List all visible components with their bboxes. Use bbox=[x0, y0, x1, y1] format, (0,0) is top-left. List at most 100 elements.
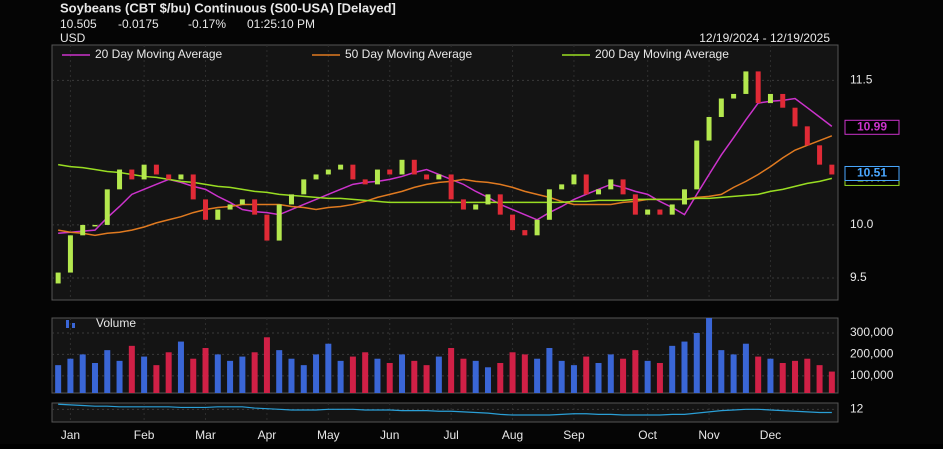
volume-bar bbox=[411, 360, 418, 393]
volume-bar bbox=[669, 345, 676, 393]
change: -0.0175 bbox=[118, 17, 159, 31]
volume-bar bbox=[583, 356, 590, 393]
candle bbox=[374, 169, 380, 185]
y-tick-label: 10.0 bbox=[850, 217, 874, 231]
volume-bar bbox=[804, 358, 811, 393]
x-tick-label: Mar bbox=[195, 428, 216, 442]
volume-bar bbox=[656, 363, 663, 393]
candle bbox=[559, 184, 565, 190]
candle bbox=[804, 126, 810, 146]
candle bbox=[632, 194, 638, 215]
volume-bar bbox=[288, 358, 295, 393]
candle bbox=[473, 204, 479, 210]
y-tick-label: 12 bbox=[850, 402, 864, 416]
candle bbox=[681, 189, 687, 205]
legend-label: 20 Day Moving Average bbox=[95, 47, 223, 61]
volume-bar bbox=[202, 348, 209, 393]
x-tick-label: Apr bbox=[258, 428, 277, 442]
candle bbox=[546, 189, 552, 220]
candle bbox=[117, 169, 123, 190]
y-tick-label: 200,000 bbox=[850, 347, 894, 361]
volume-icon bbox=[72, 323, 75, 328]
volume-bar bbox=[91, 363, 98, 393]
candle bbox=[731, 93, 737, 99]
indicator-panel bbox=[51, 402, 839, 423]
candle bbox=[239, 199, 245, 205]
candle bbox=[583, 174, 589, 195]
x-tick-label: Aug bbox=[502, 428, 523, 442]
volume-bar bbox=[141, 356, 148, 393]
x-tick-label: Jul bbox=[443, 428, 458, 442]
volume-label: Volume bbox=[96, 316, 136, 330]
volume-bar bbox=[337, 360, 344, 393]
candle bbox=[362, 179, 368, 185]
candle bbox=[460, 199, 466, 210]
candle bbox=[694, 140, 700, 190]
candle bbox=[718, 98, 724, 117]
volume-bar bbox=[681, 341, 688, 393]
candle bbox=[166, 174, 172, 180]
candle bbox=[92, 224, 98, 227]
candle bbox=[767, 93, 773, 104]
candle bbox=[153, 164, 159, 175]
volume-bar bbox=[718, 350, 725, 393]
candle bbox=[780, 93, 786, 108]
x-tick-label: Feb bbox=[134, 428, 155, 442]
candle bbox=[755, 71, 761, 104]
moving-average bbox=[58, 97, 833, 234]
indicator-line bbox=[58, 403, 832, 416]
last-value-box bbox=[844, 119, 900, 135]
volume-bar bbox=[423, 365, 430, 393]
x-tick-label: Dec bbox=[760, 428, 781, 442]
volume-bar bbox=[251, 352, 258, 393]
volume-bar bbox=[399, 354, 406, 393]
x-tick-label: Jan bbox=[61, 428, 80, 442]
volume-icon bbox=[66, 320, 69, 328]
moving-average bbox=[58, 135, 833, 237]
volume-bar bbox=[374, 358, 381, 393]
candle bbox=[645, 209, 651, 215]
volume-bar bbox=[227, 360, 234, 393]
candle bbox=[608, 179, 614, 190]
x-tick-label: Nov bbox=[698, 428, 719, 442]
change-pct: -0.17% bbox=[188, 17, 226, 31]
candle bbox=[829, 164, 835, 175]
candle bbox=[252, 199, 258, 215]
candle bbox=[743, 71, 749, 94]
volume-bar bbox=[620, 358, 627, 393]
candle bbox=[387, 169, 393, 175]
volume-bar bbox=[779, 363, 786, 393]
x-tick-label: Jun bbox=[380, 428, 399, 442]
chart-title: Soybeans (CBT $/bu) Continuous (S00-USA)… bbox=[60, 0, 396, 15]
volume-bar bbox=[448, 348, 455, 393]
volume-bar bbox=[484, 367, 491, 393]
y-tick-label: 100,000 bbox=[850, 368, 894, 382]
candle bbox=[522, 230, 528, 236]
volume-bar bbox=[128, 345, 135, 393]
moving-average bbox=[58, 163, 833, 204]
volume-bar bbox=[693, 333, 700, 393]
volume-bar bbox=[534, 358, 541, 393]
volume-bar bbox=[792, 360, 799, 393]
volume-bar bbox=[828, 371, 835, 393]
y-tick-label: 9.5 bbox=[850, 270, 867, 284]
time: 01:25:10 PM bbox=[247, 17, 315, 31]
candle bbox=[510, 214, 516, 231]
candle bbox=[141, 164, 147, 180]
candle bbox=[80, 224, 86, 236]
candle bbox=[411, 159, 417, 175]
candle bbox=[276, 204, 282, 241]
candle bbox=[534, 219, 540, 236]
volume-bar bbox=[165, 352, 172, 393]
volume-bar bbox=[521, 354, 528, 393]
volume-bar bbox=[607, 354, 614, 393]
volume-bar bbox=[558, 360, 565, 393]
volume-bar bbox=[177, 341, 184, 393]
candle bbox=[497, 194, 503, 215]
candle bbox=[190, 174, 196, 200]
volume-bar bbox=[546, 348, 553, 393]
volume-bar bbox=[706, 318, 713, 393]
volume-bar bbox=[472, 360, 479, 393]
candle bbox=[104, 189, 110, 225]
